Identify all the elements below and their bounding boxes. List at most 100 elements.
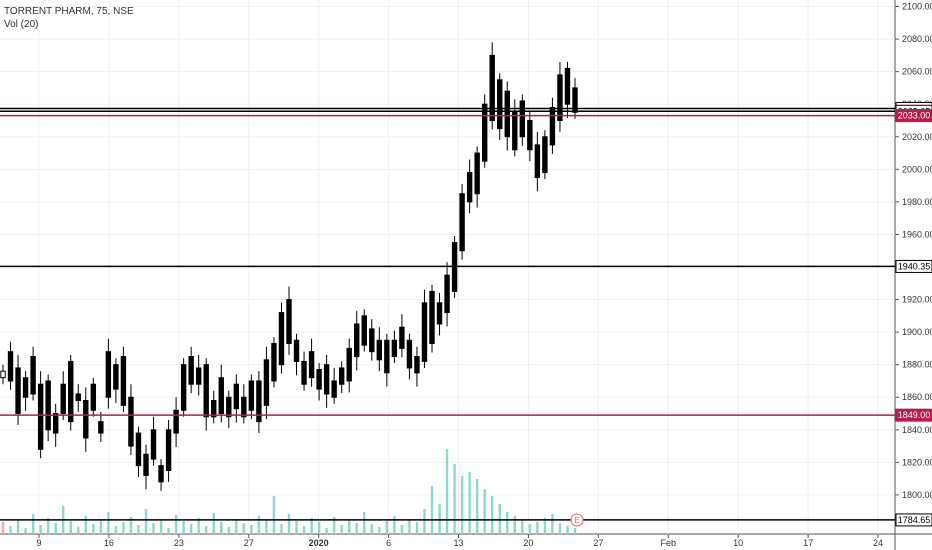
- candle-body: [143, 453, 149, 476]
- volume-bar: [144, 509, 148, 534]
- candle-body: [527, 119, 533, 151]
- volume-bar: [220, 522, 223, 534]
- volume-bar: [84, 516, 87, 534]
- candle-body: [165, 429, 172, 472]
- y-tick-label: 1980.00: [902, 197, 932, 207]
- candle-body: [406, 339, 413, 369]
- volume-bar: [423, 509, 426, 534]
- y-tick-label: 1920.00: [902, 295, 932, 305]
- volume-bar: [566, 526, 569, 534]
- candle-body: [256, 380, 262, 423]
- volume-bar: [1, 522, 5, 534]
- level-label-box: [895, 109, 932, 123]
- candle-body: [466, 172, 473, 203]
- candle-body: [22, 377, 29, 398]
- volume-bar: [453, 464, 456, 534]
- volume-bar: [348, 520, 351, 534]
- candle-body: [263, 359, 270, 406]
- candle-body: [564, 67, 571, 105]
- y-tick-label: 2000.00: [902, 164, 932, 174]
- y-tick-label: 1840.00: [902, 425, 932, 435]
- candle-body: [308, 351, 315, 379]
- candle-body: [399, 326, 405, 349]
- candle-body: [83, 400, 89, 439]
- level-label-box: [895, 408, 932, 422]
- candle-body: [421, 302, 428, 362]
- volume-bar: [197, 518, 200, 534]
- volume-bar: [122, 522, 125, 534]
- candle-body: [68, 360, 74, 423]
- candle-body: [557, 74, 563, 121]
- volume-bar: [114, 526, 118, 534]
- volume-bar: [272, 496, 276, 534]
- volume-bar: [39, 525, 42, 534]
- volume-bar: [137, 525, 140, 534]
- volume-bar: [152, 523, 155, 534]
- candle-body: [271, 343, 277, 382]
- volume-bar: [498, 504, 501, 534]
- volume-bar: [77, 527, 80, 534]
- y-tick-label: 2080.00: [902, 34, 932, 44]
- volume-bar: [378, 527, 381, 534]
- candle-body: [120, 356, 127, 406]
- candle-body: [15, 367, 21, 415]
- volume-bar: [257, 516, 261, 534]
- candle-body: [414, 356, 420, 374]
- volume-bar: [54, 523, 57, 534]
- candle-body: [369, 328, 375, 353]
- volume-bar: [408, 519, 411, 534]
- volume-bar: [227, 527, 230, 534]
- candle-body: [459, 193, 465, 252]
- candle-body: [331, 380, 337, 398]
- candle-body: [391, 339, 398, 358]
- candle-body: [542, 136, 548, 174]
- x-tick-label: 9: [36, 538, 41, 548]
- volume-bar: [355, 523, 358, 534]
- candle-body: [376, 339, 383, 361]
- candle-body: [534, 144, 541, 178]
- y-tick-label: 1960.00: [902, 229, 932, 239]
- volume-bar: [242, 523, 246, 534]
- volume-bar: [99, 519, 103, 534]
- volume-bar: [250, 525, 253, 534]
- candle-body: [519, 100, 526, 138]
- candle-body: [429, 290, 435, 345]
- y-tick-label: 2060.00: [902, 67, 932, 77]
- x-tick-label: 23: [174, 538, 184, 548]
- volume-bar: [265, 520, 268, 534]
- volume-bar: [280, 524, 283, 534]
- level-label: 1784.65: [898, 515, 931, 525]
- y-tick-label: 2020.00: [902, 132, 932, 142]
- candle-body: [278, 312, 285, 366]
- level-label-box: [895, 259, 932, 273]
- volume-bar: [445, 449, 449, 534]
- volume-bar: [107, 512, 110, 534]
- candle-body: [218, 377, 224, 415]
- candle-body: [489, 54, 495, 121]
- volume-bar: [370, 524, 373, 534]
- candle-body: [135, 432, 142, 467]
- volume-bar: [528, 524, 532, 534]
- legend: TORRENT PHARM, 75, NSE Vol (20): [4, 5, 134, 31]
- candle-body: [128, 396, 134, 447]
- volume-bar: [415, 522, 419, 534]
- volume-bar: [491, 496, 494, 534]
- candle-body: [158, 465, 164, 483]
- candle-body: [75, 393, 81, 401]
- candle-body: [226, 396, 232, 418]
- x-tick-label: 13: [453, 538, 463, 548]
- volume-bar: [182, 521, 185, 534]
- x-tick-label: 20: [523, 538, 533, 548]
- candle-body: [384, 339, 390, 374]
- candle-body: [497, 79, 503, 130]
- volume-bar: [513, 516, 516, 534]
- volume-bar: [69, 521, 72, 534]
- candle-body: [436, 302, 443, 325]
- volume-bar: [212, 513, 215, 534]
- x-tick-label: 2020: [309, 538, 329, 548]
- earnings-marker-label: E: [574, 516, 579, 525]
- volume-bar: [460, 476, 464, 534]
- candle-body: [504, 90, 510, 138]
